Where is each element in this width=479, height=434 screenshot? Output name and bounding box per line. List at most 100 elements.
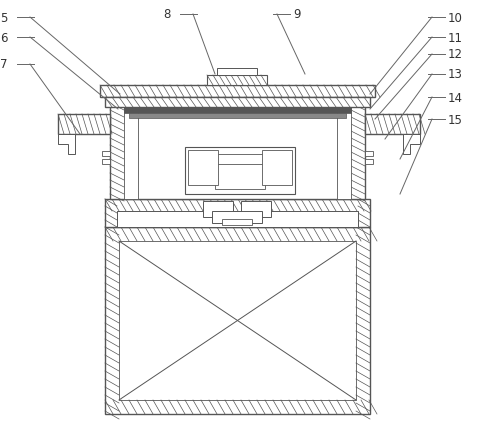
Point: [303, 129, 311, 136]
Point: [298, 149, 306, 156]
Bar: [262, 151, 292, 186]
Point: [333, 134, 341, 141]
Point: [183, 184, 191, 191]
Point: [158, 184, 166, 191]
Point: [333, 184, 341, 191]
Point: [288, 124, 296, 131]
Point: [218, 164, 226, 171]
Point: [313, 159, 321, 166]
Point: [253, 119, 261, 126]
Point: [333, 129, 341, 136]
Point: [238, 144, 246, 151]
Point: [183, 134, 191, 141]
Point: [328, 169, 336, 176]
Point: [243, 169, 251, 176]
Point: [198, 129, 206, 136]
Point: [323, 119, 331, 126]
Point: [143, 179, 151, 186]
Point: [303, 159, 311, 166]
Point: [173, 179, 181, 186]
Point: [128, 169, 136, 176]
Point: [163, 159, 171, 166]
Point: [293, 164, 301, 171]
Point: [203, 129, 211, 136]
Point: [143, 154, 151, 161]
Point: [223, 119, 231, 126]
Polygon shape: [403, 135, 420, 155]
Point: [263, 124, 271, 131]
Point: [318, 144, 326, 151]
Point: [258, 169, 266, 176]
Point: [123, 139, 131, 146]
Point: [218, 124, 226, 131]
Point: [198, 139, 206, 146]
Point: [133, 139, 141, 146]
Point: [238, 189, 246, 196]
Point: [258, 144, 266, 151]
Point: [253, 189, 261, 196]
Point: [243, 189, 251, 196]
Point: [143, 134, 151, 141]
Point: [298, 124, 306, 131]
Point: [168, 149, 176, 156]
Point: [263, 144, 271, 151]
Point: [308, 189, 316, 196]
Point: [138, 154, 146, 161]
Point: [298, 119, 306, 126]
Point: [153, 164, 161, 171]
Point: [313, 149, 321, 156]
Point: [123, 169, 131, 176]
Bar: [105, 200, 370, 227]
Point: [208, 164, 216, 171]
Point: [313, 174, 321, 181]
Bar: [337, 90, 351, 200]
Point: [233, 119, 241, 126]
Point: [323, 179, 331, 186]
Point: [233, 184, 241, 191]
Point: [148, 174, 156, 181]
Point: [218, 184, 226, 191]
Point: [198, 154, 206, 161]
Point: [223, 149, 231, 156]
Point: [163, 179, 171, 186]
Point: [268, 134, 276, 141]
Point: [148, 164, 156, 171]
Point: [283, 119, 291, 126]
Point: [193, 174, 201, 181]
Point: [188, 164, 196, 171]
Point: [313, 139, 321, 146]
Point: [268, 139, 276, 146]
Point: [278, 134, 286, 141]
Point: [293, 149, 301, 156]
Point: [338, 184, 346, 191]
Point: [228, 139, 236, 146]
Point: [223, 174, 231, 181]
Point: [228, 179, 236, 186]
Point: [138, 164, 146, 171]
Point: [283, 159, 291, 166]
Point: [193, 119, 201, 126]
Point: [163, 184, 171, 191]
Point: [343, 124, 351, 131]
Point: [323, 134, 331, 141]
Point: [278, 164, 286, 171]
Point: [273, 164, 281, 171]
Point: [158, 139, 166, 146]
Point: [213, 189, 221, 196]
Point: [268, 129, 276, 136]
Point: [308, 179, 316, 186]
Point: [173, 159, 181, 166]
Point: [128, 159, 136, 166]
Point: [298, 134, 306, 141]
Point: [148, 134, 156, 141]
Point: [318, 159, 326, 166]
Point: [203, 119, 211, 126]
Point: [183, 139, 191, 146]
Point: [233, 154, 241, 161]
Point: [193, 149, 201, 156]
Point: [218, 189, 226, 196]
Point: [263, 139, 271, 146]
Point: [303, 139, 311, 146]
Point: [133, 179, 141, 186]
Point: [218, 174, 226, 181]
